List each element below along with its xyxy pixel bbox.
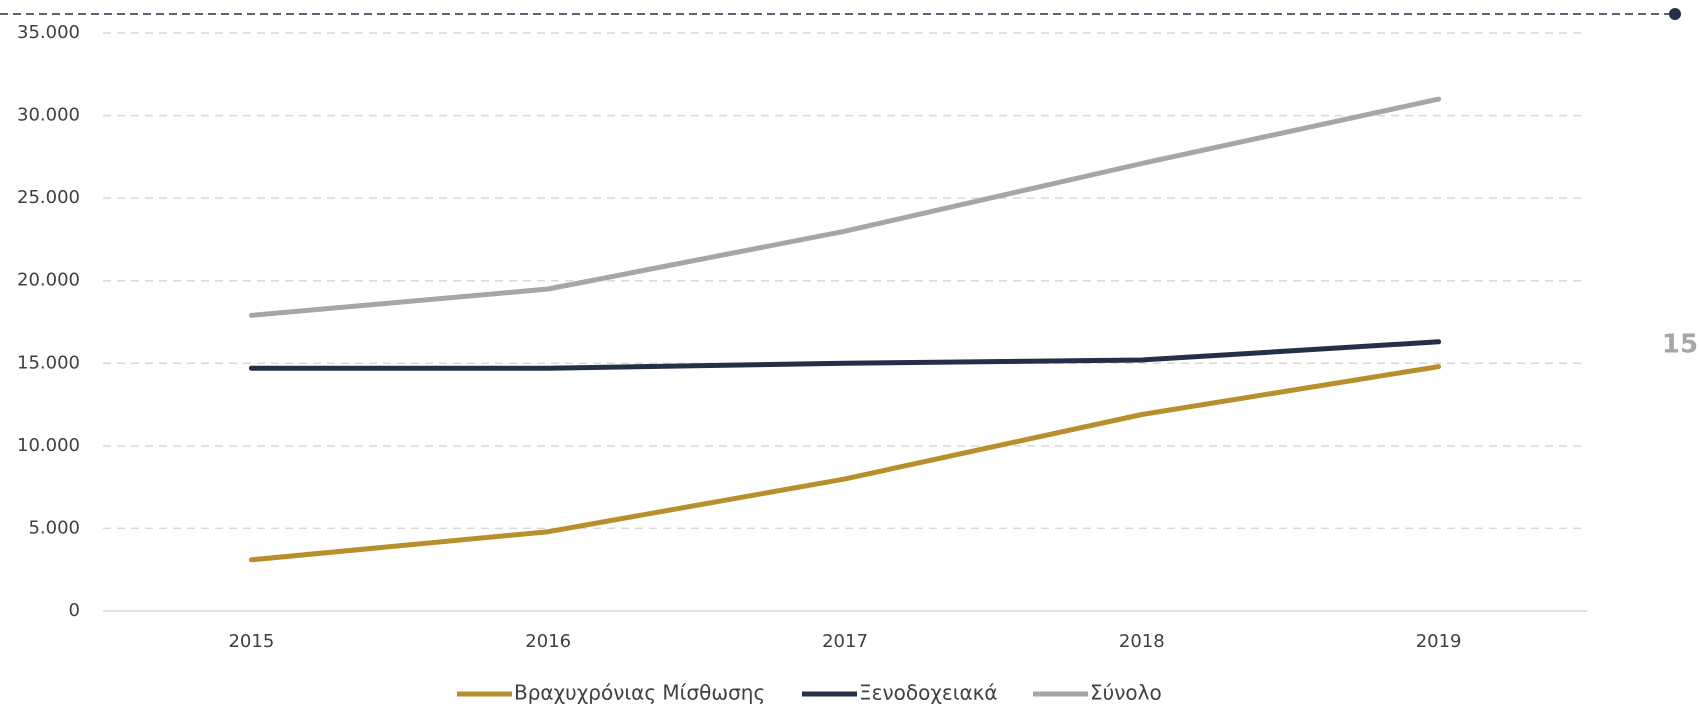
series-line: [248, 339, 1442, 371]
y-tick-label: 0: [69, 600, 80, 621]
series-line: [248, 96, 1442, 318]
x-tick-label: 2019: [1416, 631, 1462, 652]
legend-label: Ξενοδοχειακά: [859, 681, 998, 705]
x-tick-label: 2017: [822, 631, 868, 652]
y-tick-label: 30.000: [17, 105, 80, 126]
y-tick-label: 5.000: [28, 517, 80, 538]
header-dot: [1669, 8, 1681, 20]
page-number: 15: [1662, 330, 1698, 360]
y-tick-label: 25.000: [17, 187, 80, 208]
x-tick-label: 2018: [1119, 631, 1165, 652]
y-tick-label: 20.000: [17, 270, 80, 291]
y-tick-label: 15.000: [17, 352, 80, 373]
x-tick-label: 2016: [525, 631, 571, 652]
y-tick-label: 10.000: [17, 435, 80, 456]
y-tick-label: 35.000: [17, 22, 80, 43]
x-tick-label: 2015: [228, 631, 274, 652]
legend-label: Σύνολο: [1090, 681, 1162, 705]
series-line: [248, 364, 1442, 563]
legend-label: Βραχυχρόνιας Μίσθωσης: [514, 681, 765, 705]
